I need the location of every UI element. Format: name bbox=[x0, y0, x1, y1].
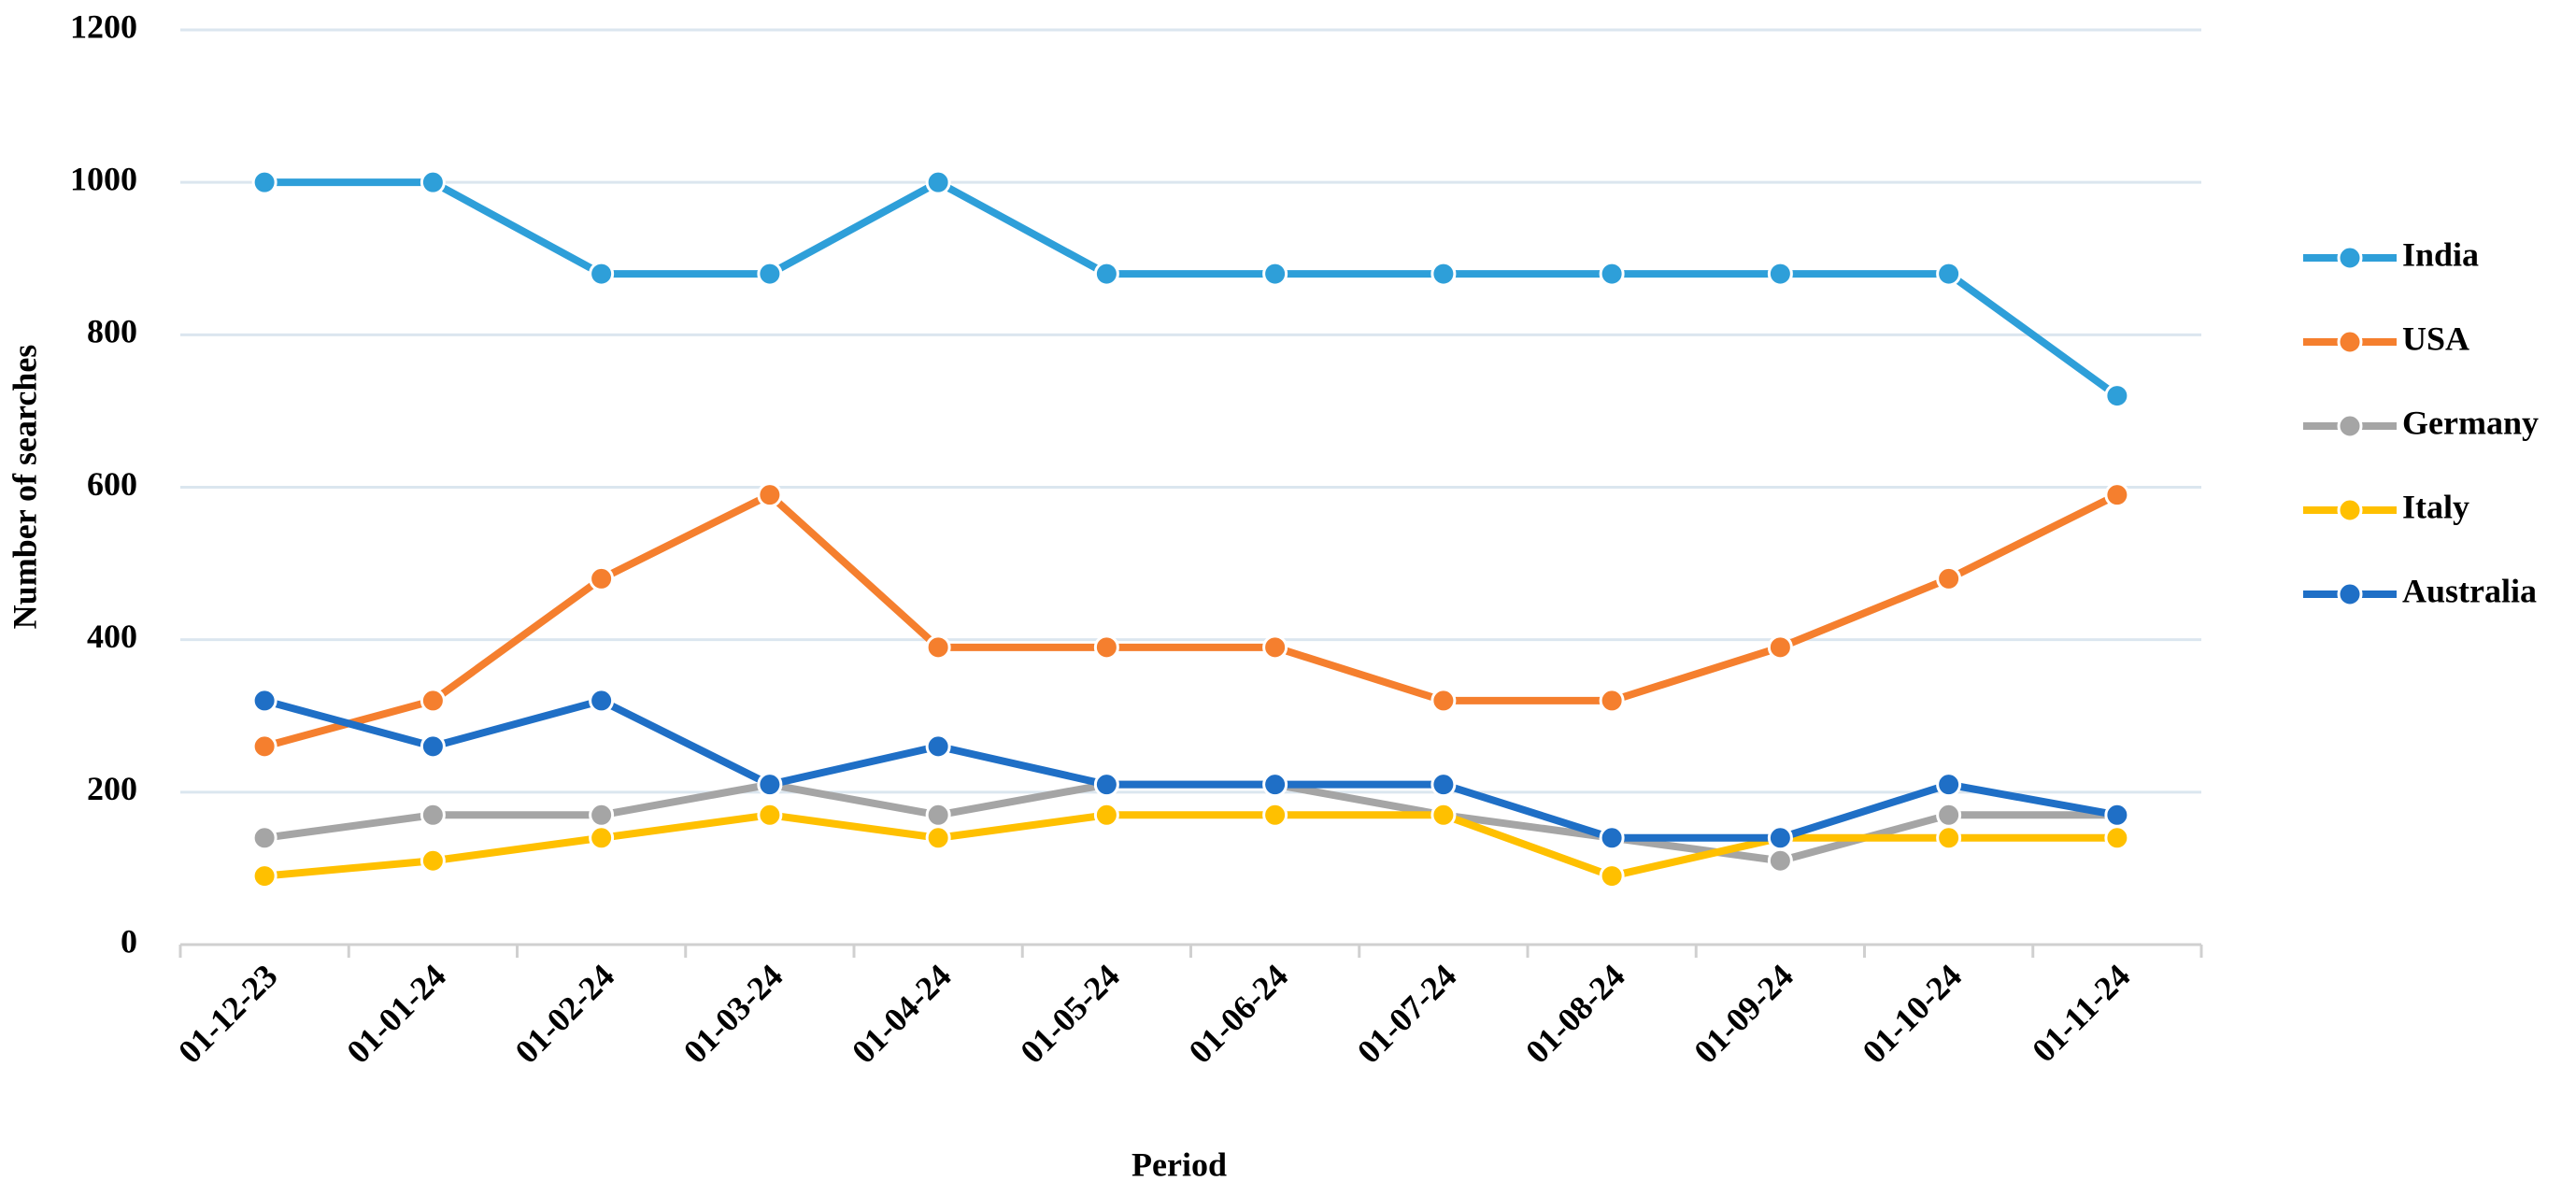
point bbox=[2104, 383, 2130, 409]
point bbox=[1936, 825, 1962, 851]
series-line bbox=[263, 696, 2118, 842]
x-tick-label: 01-07-24 bbox=[1350, 957, 1464, 1071]
legend-marker bbox=[2337, 245, 2363, 271]
x-tick-label: 01-10-24 bbox=[1856, 957, 1970, 1071]
x-tick-label: 01-12-23 bbox=[171, 957, 285, 1071]
point bbox=[420, 802, 446, 828]
x-tick-label: 01-11-24 bbox=[2025, 957, 2137, 1069]
point bbox=[757, 802, 783, 828]
legend-label: USA bbox=[2402, 320, 2469, 357]
point bbox=[1262, 802, 1288, 828]
legend-label: Australia bbox=[2402, 572, 2537, 609]
point bbox=[1599, 261, 1625, 287]
point bbox=[1936, 565, 1962, 591]
point bbox=[1262, 634, 1288, 661]
point bbox=[251, 863, 278, 889]
series-line bbox=[263, 491, 2119, 750]
legend-label: Germany bbox=[2402, 404, 2539, 441]
series-line bbox=[263, 811, 2117, 880]
point bbox=[1430, 261, 1457, 287]
point bbox=[589, 565, 615, 591]
y-axis-label: Number of searches bbox=[6, 345, 43, 630]
point bbox=[1767, 261, 1793, 287]
point bbox=[1093, 634, 1119, 661]
point bbox=[420, 733, 446, 760]
point bbox=[251, 169, 278, 195]
point bbox=[251, 688, 278, 714]
point bbox=[1262, 261, 1288, 287]
y-tick-label: 400 bbox=[87, 618, 137, 655]
point bbox=[1430, 802, 1457, 828]
point bbox=[251, 825, 278, 851]
point bbox=[1767, 634, 1793, 661]
x-tick-label: 01-02-24 bbox=[508, 957, 622, 1071]
legend-marker bbox=[2337, 413, 2363, 439]
legend-marker bbox=[2337, 329, 2363, 355]
point bbox=[1262, 772, 1288, 798]
point bbox=[1936, 261, 1962, 287]
x-tick-label: 01-04-24 bbox=[845, 957, 959, 1071]
legend-label: Italy bbox=[2402, 488, 2469, 525]
point bbox=[1430, 688, 1457, 714]
point bbox=[1093, 261, 1119, 287]
point bbox=[757, 482, 783, 508]
legend-label: India bbox=[2402, 235, 2479, 273]
point bbox=[1767, 825, 1793, 851]
legend-marker bbox=[2337, 497, 2363, 523]
legend-marker bbox=[2337, 581, 2363, 607]
x-tick-label: 01-09-24 bbox=[1686, 957, 1800, 1071]
point bbox=[1599, 688, 1625, 714]
point bbox=[589, 825, 615, 851]
point bbox=[1936, 772, 1962, 798]
point bbox=[1093, 772, 1119, 798]
point bbox=[757, 772, 783, 798]
point bbox=[420, 847, 446, 874]
point bbox=[1599, 825, 1625, 851]
point bbox=[1599, 863, 1625, 889]
point bbox=[589, 802, 615, 828]
x-tick-label: 01-03-24 bbox=[676, 957, 790, 1071]
point bbox=[2104, 802, 2130, 828]
point bbox=[1093, 802, 1119, 828]
x-tick-label: 01-08-24 bbox=[1518, 957, 1632, 1071]
y-tick-label: 600 bbox=[87, 465, 137, 503]
point bbox=[925, 634, 951, 661]
point bbox=[925, 733, 951, 760]
y-tick-label: 1200 bbox=[70, 7, 137, 45]
x-tick-label: 01-01-24 bbox=[339, 957, 453, 1071]
point bbox=[925, 169, 951, 195]
point bbox=[420, 688, 446, 714]
point bbox=[925, 802, 951, 828]
point bbox=[589, 261, 615, 287]
point bbox=[1430, 772, 1457, 798]
point bbox=[2104, 825, 2130, 851]
point bbox=[589, 688, 615, 714]
y-tick-label: 800 bbox=[87, 313, 137, 350]
point bbox=[251, 733, 278, 760]
point bbox=[757, 261, 783, 287]
point bbox=[2104, 482, 2130, 508]
point bbox=[1767, 847, 1793, 874]
point bbox=[1936, 802, 1962, 828]
x-tick-label: 01-06-24 bbox=[1182, 957, 1296, 1071]
y-tick-label: 1000 bbox=[70, 160, 137, 197]
x-tick-label: 01-05-24 bbox=[1013, 957, 1127, 1071]
series-line bbox=[264, 178, 2120, 399]
y-tick-label: 200 bbox=[87, 770, 137, 807]
point bbox=[925, 825, 951, 851]
y-tick-label: 0 bbox=[121, 922, 137, 960]
point bbox=[420, 169, 446, 195]
x-axis-label: Period bbox=[1131, 1145, 1227, 1183]
